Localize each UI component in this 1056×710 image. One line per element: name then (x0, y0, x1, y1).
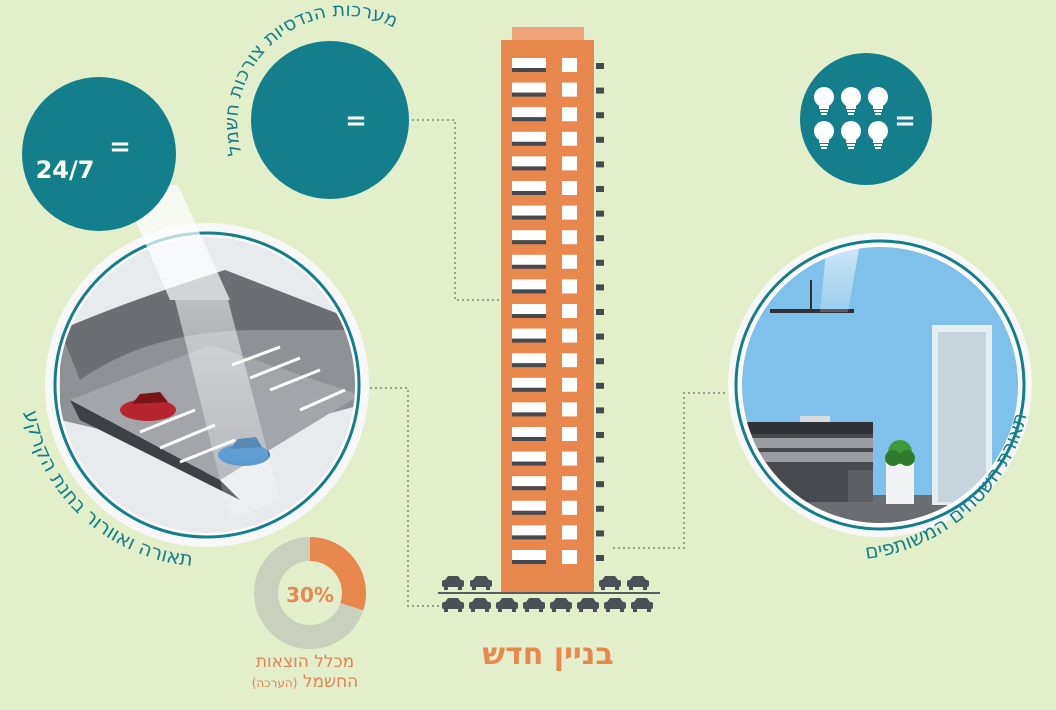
always-on-badge: 24/7 (36, 156, 95, 184)
donut-caption: מכלל הוצאות החשמל (הערכה) (215, 652, 395, 693)
car-icon (631, 598, 653, 612)
equals-sign-parking: = (109, 132, 131, 162)
donut-value-label: 30% (286, 583, 334, 607)
building-floor (512, 377, 604, 392)
parking-badge: = 24/7 (22, 77, 230, 300)
lightbulb-icon (814, 121, 834, 149)
building-floor (512, 550, 604, 564)
plant-icon (885, 440, 915, 504)
donut-caption-line2: החשמל (הערכה) (215, 672, 395, 693)
building-floor (512, 328, 604, 343)
building-floor (512, 254, 604, 269)
lightbulb-icon (868, 121, 888, 149)
car-icon (496, 598, 518, 612)
parking-scene (45, 223, 369, 547)
car-icon (627, 576, 649, 590)
car-icon (599, 576, 621, 590)
building (501, 27, 604, 592)
building-floor (512, 476, 604, 491)
building-floor (512, 82, 604, 97)
donut-caption-line1: מכלל הוצאות (255, 652, 355, 672)
common-areas-badge: = (800, 53, 932, 185)
building-floor (512, 304, 604, 318)
car-icon (577, 598, 599, 612)
building-floor (512, 451, 604, 466)
page-title: בניין חדש (482, 637, 614, 672)
red-car (120, 392, 176, 421)
building-floor (512, 181, 604, 195)
street (438, 576, 660, 612)
building-floor (512, 131, 604, 146)
equals-sign-engineering: = (345, 106, 367, 136)
engineering-badge: = (251, 41, 409, 199)
building-floor (512, 525, 604, 540)
car-icon (442, 576, 464, 590)
building-roof (512, 27, 584, 41)
building-floor (512, 427, 604, 441)
lightbulb-icon (868, 87, 888, 115)
donut-caption-word: החשמל (302, 672, 359, 692)
building-floor (512, 230, 604, 245)
car-icon (469, 598, 491, 612)
building-floor (512, 402, 604, 417)
car-icon (470, 576, 492, 590)
lightbulb-icon (841, 87, 861, 115)
electricity-share-donut: 30% (254, 537, 366, 649)
donut-caption-note: (הערכה) (251, 676, 298, 690)
lightbulb-icon (841, 121, 861, 149)
car-icon (523, 598, 545, 612)
building-floor (512, 107, 604, 122)
donut-value-arc (309, 537, 366, 611)
car-icon (550, 598, 572, 612)
bulb-icons (814, 87, 888, 149)
car-icon (442, 598, 464, 612)
equals-sign-common: = (894, 106, 916, 136)
connector-lines (345, 119, 735, 607)
building-floor (512, 500, 604, 515)
building-floor (512, 156, 604, 171)
building-floor (512, 58, 604, 72)
building-floors (512, 58, 604, 564)
lightbulb-icon (814, 87, 834, 115)
parked-cars-row-top (442, 576, 649, 590)
parked-cars-row-bottom (442, 598, 653, 612)
car-icon (604, 598, 626, 612)
building-floor (512, 205, 604, 220)
building-floor (512, 279, 604, 294)
building-floor (512, 353, 604, 368)
